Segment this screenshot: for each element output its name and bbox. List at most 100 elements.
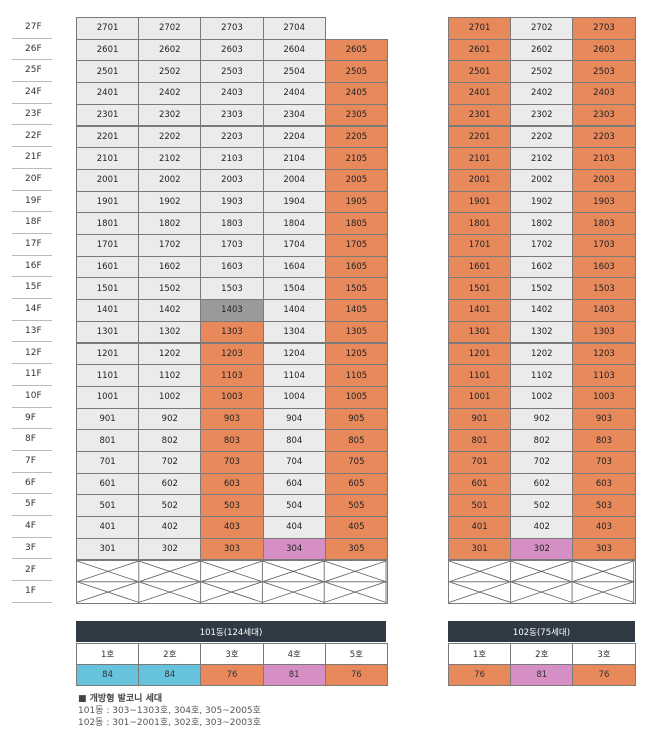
unit-cell: 1205 — [324, 342, 388, 366]
unit-cell: 902 — [510, 407, 574, 431]
floor-label: 12F — [12, 343, 52, 365]
unit-cell: 802 — [510, 429, 574, 452]
unit-cell: 2404 — [262, 82, 326, 105]
unit-cell: 1103 — [200, 364, 264, 387]
unit-cell: 1402 — [510, 299, 574, 322]
unit-cell: 1401 — [76, 299, 140, 322]
unit-cell: 2403 — [200, 82, 264, 105]
unit-cell: 1303 — [572, 320, 636, 344]
unit-cell: 2401 — [448, 82, 512, 105]
line-label: 4호 — [262, 643, 326, 665]
unit-cell: 1101 — [448, 364, 512, 387]
unit-cell: 1501 — [76, 277, 140, 301]
floor-label: 19F — [12, 191, 52, 213]
unit-cell: 405 — [324, 516, 388, 539]
unit-cell: 704 — [262, 451, 326, 474]
unit-cell: 401 — [448, 516, 512, 539]
unit-cell: 501 — [448, 494, 512, 518]
unit-cell: 1301 — [448, 320, 512, 344]
floor-label: 17F — [12, 234, 52, 256]
floor-label: 22F — [12, 126, 52, 148]
unit-cell: 1603 — [200, 255, 264, 279]
unit-cell: 1001 — [448, 385, 512, 409]
unit-cell: 1605 — [324, 255, 388, 279]
pilotis-area — [76, 559, 388, 604]
unit-cell: 1505 — [324, 277, 388, 301]
unit-cell: 1904 — [262, 190, 326, 214]
unit-cell: 2105 — [324, 147, 388, 170]
unit-cell: 705 — [324, 451, 388, 474]
unit-cell: 1102 — [510, 364, 574, 387]
unit-cell: 904 — [262, 407, 326, 431]
unit-cell: 1801 — [448, 212, 512, 235]
unit-cell: 902 — [138, 407, 202, 431]
unit-cell: 402 — [510, 516, 574, 539]
unit-cell: 1202 — [138, 342, 202, 366]
unit-cell: 1401 — [448, 299, 512, 322]
unit-cell: 2302 — [510, 103, 574, 127]
unit-cell: 1604 — [262, 255, 326, 279]
unit-cell: 2202 — [510, 125, 574, 149]
unit-cell: 1105 — [324, 364, 388, 387]
unit-cell: 2605 — [324, 38, 388, 62]
unit-cell: 2702 — [138, 17, 202, 40]
unit-cell: 801 — [76, 429, 140, 452]
unit-cell: 1803 — [572, 212, 636, 235]
unit-cell: 303 — [572, 537, 636, 561]
unit-cell: 503 — [200, 494, 264, 518]
unit-cell: 701 — [76, 451, 140, 474]
unit-cell: 401 — [76, 516, 140, 539]
unit-cell: 1203 — [200, 342, 264, 366]
unit-cell: 1305 — [324, 320, 388, 344]
unit-cell: 1502 — [138, 277, 202, 301]
unit-cell: 2005 — [324, 168, 388, 192]
unit-cell: 901 — [448, 407, 512, 431]
area-type: 81 — [262, 664, 326, 686]
unit-cell: 2604 — [262, 38, 326, 62]
floor-label: 10F — [12, 386, 52, 408]
unit-cell: 2003 — [200, 168, 264, 192]
unit-cell: 2403 — [572, 82, 636, 105]
unit-cell: 2204 — [262, 125, 326, 149]
unit-cell: 2001 — [448, 168, 512, 192]
unit-cell: 1504 — [262, 277, 326, 301]
unit-cell: 403 — [200, 516, 264, 539]
floor-label: 26F — [12, 39, 52, 61]
legend: ■ 개방형 발코니 세대 101동 : 303~1303호, 304호, 305… — [78, 693, 261, 729]
unit-cell: 905 — [324, 407, 388, 431]
unit-cell: 601 — [448, 472, 512, 496]
unit-cell: 1404 — [262, 299, 326, 322]
unit-cell: 1601 — [76, 255, 140, 279]
floor-label: 25F — [12, 60, 52, 83]
unit-cell: 2001 — [76, 168, 140, 192]
unit-cell: 2004 — [262, 168, 326, 192]
unit-cell: 2203 — [200, 125, 264, 149]
unit-cell: 1204 — [262, 342, 326, 366]
line-label: 2호 — [510, 643, 574, 665]
floor-label: 4F — [12, 516, 52, 538]
floor-label: 20F — [12, 169, 52, 191]
unit-cell: 1201 — [448, 342, 512, 366]
unit-cell: 1702 — [510, 234, 574, 257]
unit-cell: 802 — [138, 429, 202, 452]
unit-cell: 2101 — [448, 147, 512, 170]
unit-cell: 1705 — [324, 234, 388, 257]
unit-cell: 601 — [76, 472, 140, 496]
unit-cell: 2602 — [510, 38, 574, 62]
unit-cell: 1602 — [138, 255, 202, 279]
unit-cell: 2002 — [510, 168, 574, 192]
unit-cell: 2301 — [448, 103, 512, 127]
unit-cell: 2501 — [76, 60, 140, 84]
unit-cell: 2205 — [324, 125, 388, 149]
floor-label: 14F — [12, 299, 52, 321]
unit-cell: 302 — [138, 537, 202, 561]
area-type: 76 — [324, 664, 388, 686]
unit-cell: 801 — [448, 429, 512, 452]
unit-cell: 2104 — [262, 147, 326, 170]
unit-cell: 502 — [510, 494, 574, 518]
unit-cell: 1801 — [76, 212, 140, 235]
unit-cell: 2101 — [76, 147, 140, 170]
unit-cell: 2303 — [200, 103, 264, 127]
unit-cell: 1003 — [572, 385, 636, 409]
line-label: 3호 — [572, 643, 636, 665]
